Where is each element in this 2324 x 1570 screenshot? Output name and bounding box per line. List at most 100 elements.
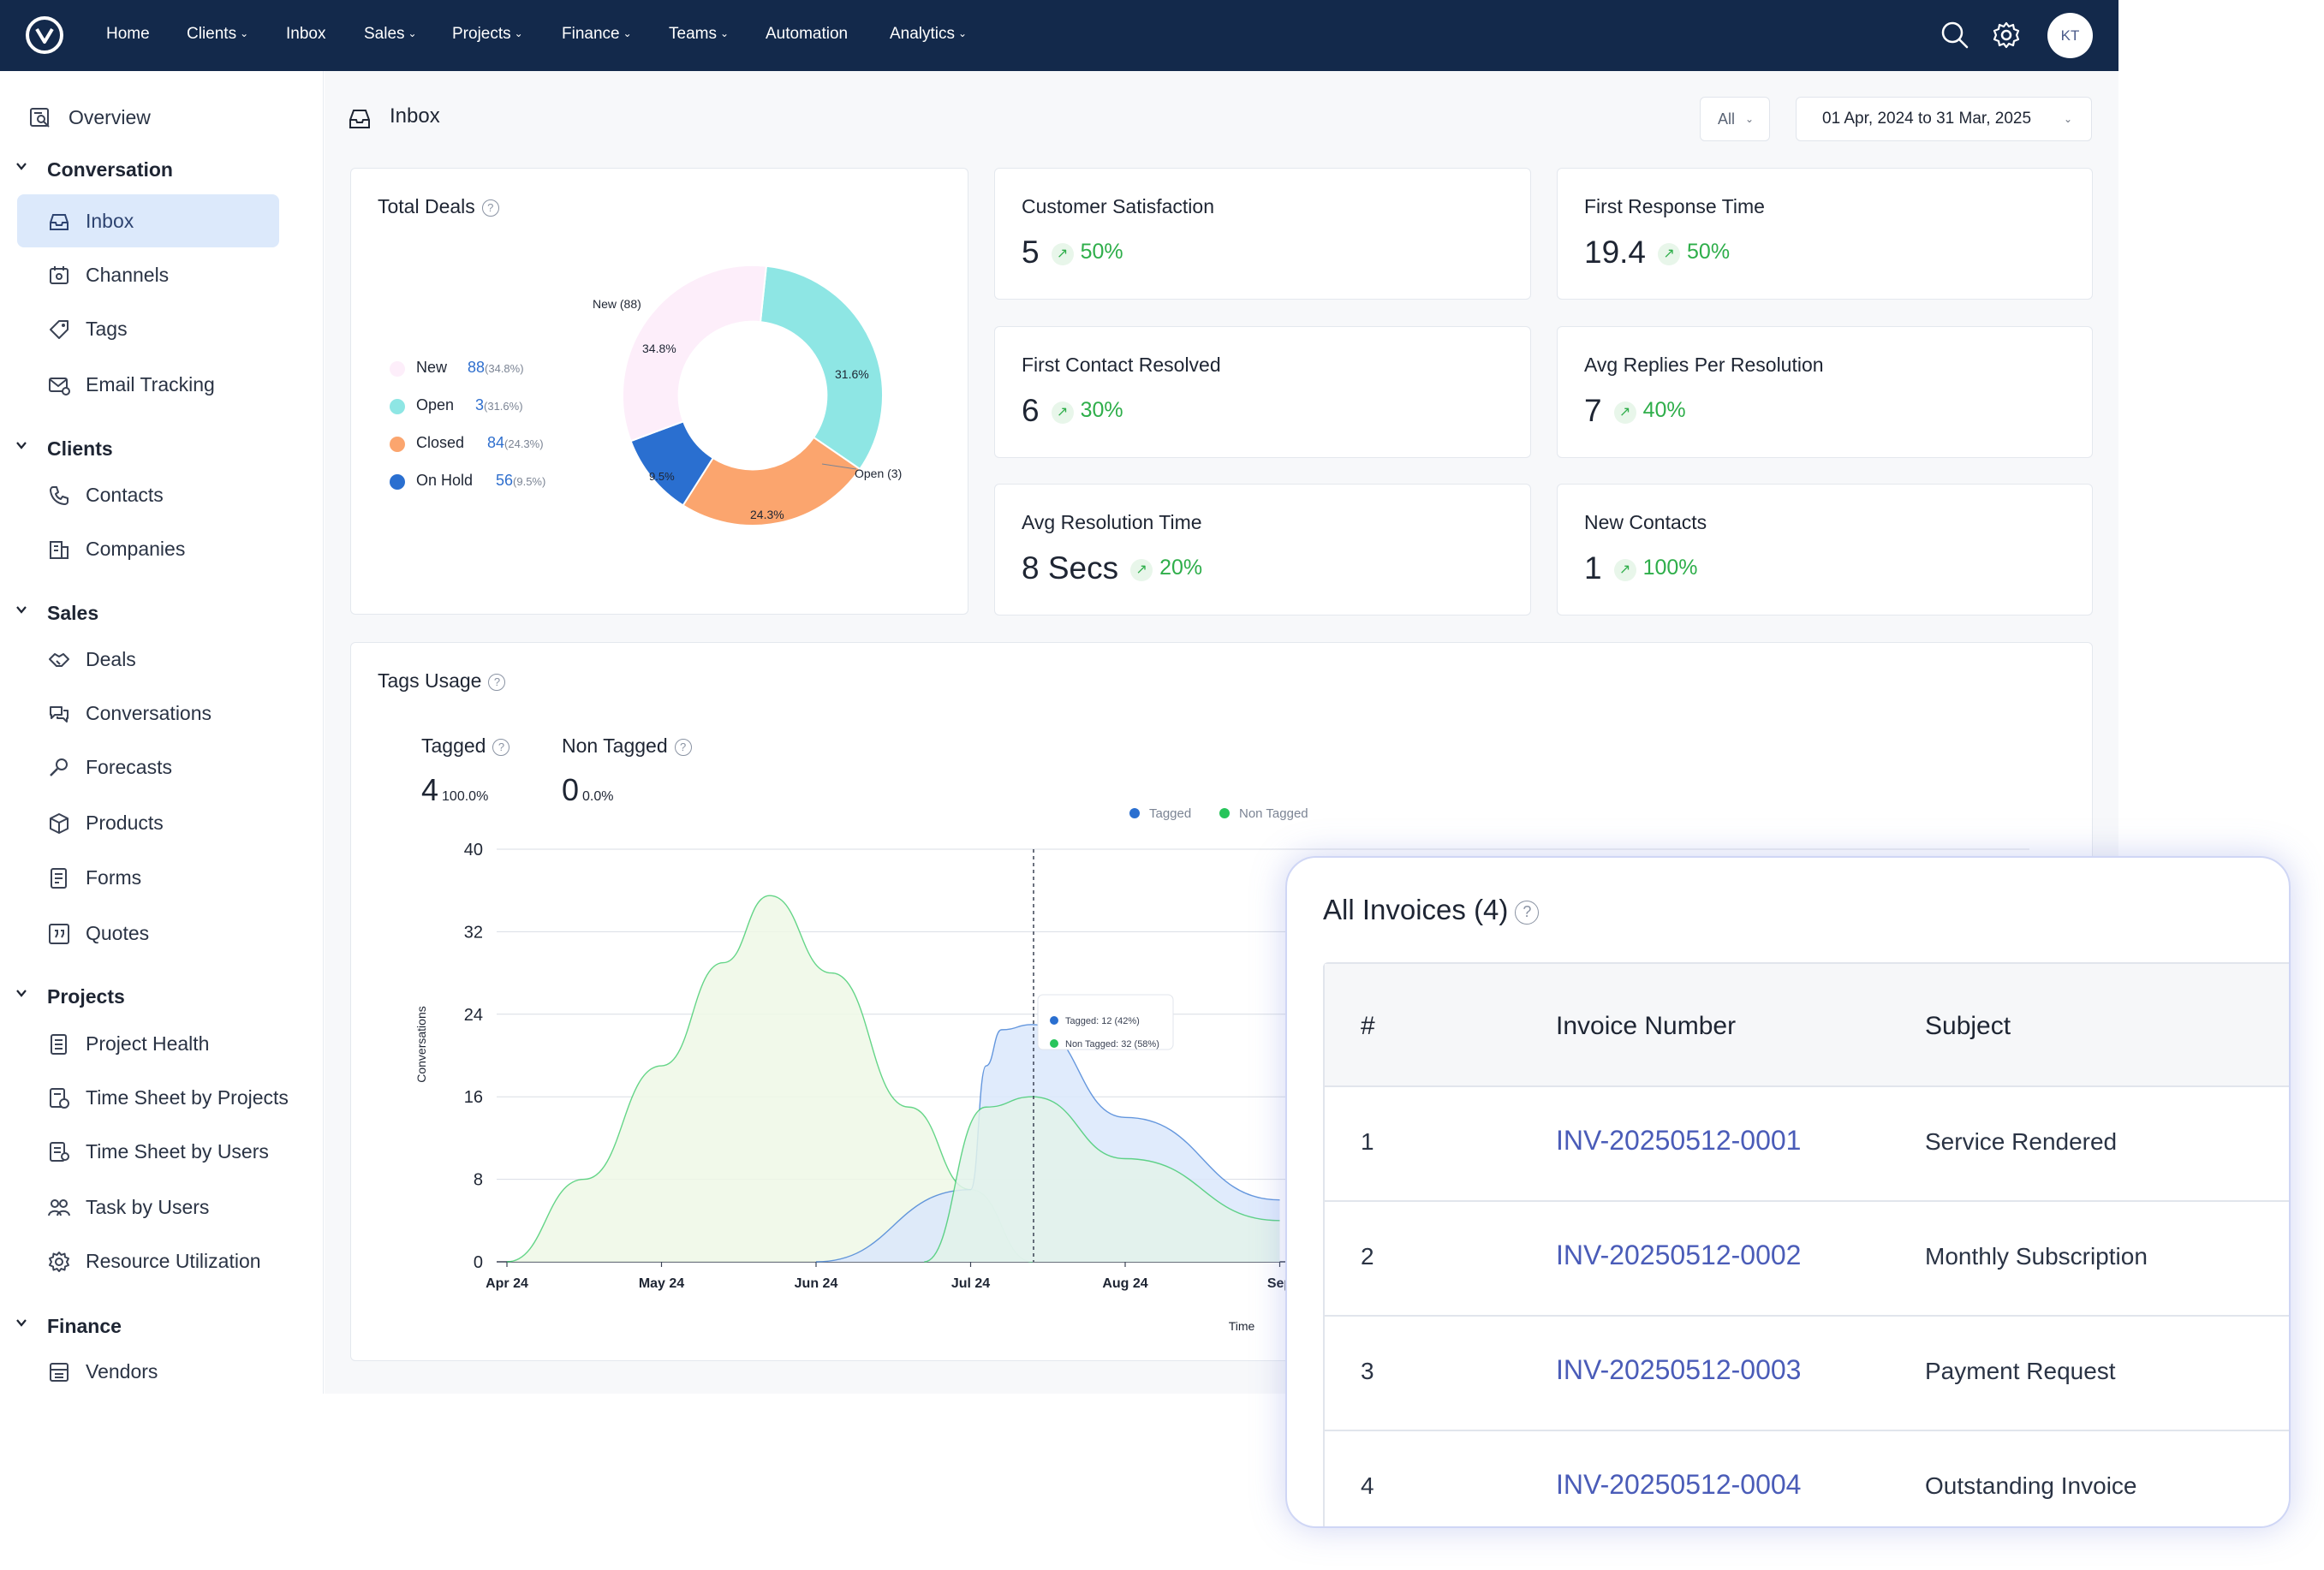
total-deals-title-text: Total Deals bbox=[378, 195, 475, 217]
tags-usage-area-chart: Tagged Non Tagged 0 8 16 24 32 40 Apr 24 May 24… bbox=[414, 806, 2029, 1333]
nav-finance[interactable]: Finance ⌄ bbox=[562, 25, 632, 44]
nav-teams[interactable]: Teams ⌄ bbox=[669, 25, 729, 44]
column-header-invoice-number[interactable]: Invoice Number bbox=[1556, 1012, 1737, 1040]
project-health-icon bbox=[51, 1034, 67, 1055]
sidebar-group-sales[interactable]: Sales bbox=[0, 592, 324, 634]
sidebar-item-task-by-users[interactable]: Task by Users bbox=[0, 1180, 324, 1232]
sidebar bbox=[0, 71, 324, 1394]
sidebar-item-time-sheet-users[interactable]: Time Sheet by Users bbox=[0, 1125, 324, 1176]
sidebar-item-companies[interactable]: Companies bbox=[0, 522, 324, 574]
column-header-number[interactable]: # bbox=[1361, 1012, 1375, 1040]
legend-dot bbox=[390, 437, 405, 452]
chart-tooltip: Tagged: 12 (42%) Non Tagged: 32 (58%) bbox=[1037, 994, 1174, 1050]
nav-sales[interactable]: Sales ⌄ bbox=[364, 25, 417, 44]
trend-up-icon: ↗ bbox=[1051, 243, 1074, 265]
invoice-link[interactable]: INV-20250512-0004 bbox=[1556, 1469, 1802, 1500]
table-row[interactable]: 2 INV-20250512-0002 Monthly Subscription bbox=[1325, 1202, 2289, 1317]
column-header-subject[interactable]: Subject bbox=[1925, 1012, 2011, 1040]
x-tick-label: Aug 24 bbox=[1102, 1276, 1147, 1291]
filter-select[interactable]: All ⌄ bbox=[1700, 97, 1770, 141]
sidebar-item-quotes[interactable]: Quotes bbox=[0, 907, 324, 958]
help-icon[interactable]: ? bbox=[488, 674, 506, 691]
donut-slice-closed[interactable] bbox=[682, 436, 861, 526]
sidebar-group-label: Projects bbox=[47, 985, 125, 1008]
donut-slice-new[interactable] bbox=[622, 265, 767, 443]
legend-dot bbox=[390, 474, 405, 490]
sidebar-group-label: Sales bbox=[47, 602, 99, 624]
legend-count: 88 bbox=[468, 359, 486, 376]
sidebar-item-resource-utilization[interactable]: Resource Utilization bbox=[0, 1234, 324, 1286]
tagged-label: Tagged bbox=[421, 734, 486, 757]
x-tick-label: Jul 24 bbox=[951, 1276, 990, 1291]
sidebar-item-channels[interactable]: Channels bbox=[0, 248, 324, 300]
y-tick-label: 40 bbox=[464, 841, 483, 859]
legend-value: 88(34.8%) bbox=[468, 359, 524, 377]
invoice-link[interactable]: INV-20250512-0002 bbox=[1556, 1240, 1802, 1270]
donut-slice-open[interactable] bbox=[759, 265, 884, 471]
nav-analytics[interactable]: Analytics ⌄ bbox=[890, 25, 967, 44]
nav-automation[interactable]: Automation bbox=[766, 25, 848, 44]
sidebar-item-inbox[interactable]: Inbox bbox=[17, 194, 279, 247]
sidebar-item-conversations[interactable]: Conversations bbox=[0, 687, 324, 738]
legend-name: Open bbox=[416, 396, 455, 413]
help-icon[interactable]: ? bbox=[674, 739, 692, 756]
legend-value: 56(9.5%) bbox=[496, 472, 545, 490]
sidebar-item-vendors[interactable]: Vendors bbox=[0, 1345, 324, 1396]
metric-value: 7 ↗ 40% bbox=[1584, 393, 1686, 429]
sidebar-item-deals[interactable]: Deals bbox=[0, 633, 324, 684]
sidebar-item-tags[interactable]: Tags bbox=[0, 302, 324, 354]
gear-icon[interactable] bbox=[1992, 21, 2021, 54]
sidebar-item-label: Overview bbox=[69, 106, 151, 128]
invoice-link[interactable]: INV-20250512-0003 bbox=[1556, 1354, 1802, 1385]
metric-change: 20% bbox=[1159, 556, 1203, 580]
sidebar-item-overview[interactable]: Overview bbox=[0, 91, 324, 142]
sidebar-item-time-sheet-projects[interactable]: Time Sheet by Projects bbox=[0, 1071, 324, 1122]
sidebar-item-email-tracking[interactable]: Email Tracking bbox=[0, 358, 324, 409]
nav-clients[interactable]: Clients ⌄ bbox=[187, 25, 248, 44]
help-icon[interactable]: ? bbox=[492, 739, 510, 756]
invoice-subject: Payment Request bbox=[1925, 1358, 2116, 1384]
conversations-icon bbox=[50, 706, 69, 723]
table-row[interactable]: 3 INV-20250512-0003 Payment Request bbox=[1325, 1317, 2289, 1431]
invoice-subject: Service Rendered bbox=[1925, 1128, 2118, 1155]
sidebar-group-projects[interactable]: Projects bbox=[0, 975, 324, 1018]
sidebar-group-clients[interactable]: Clients bbox=[0, 427, 324, 470]
tag-icon bbox=[50, 320, 69, 339]
tagged-count: 4 bbox=[421, 772, 439, 807]
sidebar-item-contacts[interactable]: Contacts bbox=[0, 468, 324, 520]
table-row[interactable]: 4 INV-20250512-0004 Outstanding Invoice bbox=[1325, 1431, 2289, 1526]
metric-title: First Response Time bbox=[1584, 195, 1765, 217]
tooltip-dot-non-tagged bbox=[1050, 1039, 1058, 1048]
quote-icon bbox=[49, 924, 69, 944]
sidebar-item-forms[interactable]: Forms bbox=[0, 851, 324, 902]
help-icon[interactable]: ? bbox=[1515, 901, 1540, 925]
app-logo[interactable] bbox=[26, 16, 63, 54]
user-avatar[interactable]: KT bbox=[2047, 13, 2093, 58]
search-icon[interactable] bbox=[1940, 21, 1969, 54]
sidebar-item-label: Forecasts bbox=[86, 756, 172, 778]
handshake-icon bbox=[49, 653, 69, 667]
invoice-link[interactable]: INV-20250512-0001 bbox=[1556, 1125, 1802, 1156]
invoice-subject: Outstanding Invoice bbox=[1925, 1472, 2137, 1499]
sidebar-item-forecasts[interactable]: Forecasts bbox=[0, 740, 324, 792]
help-icon[interactable]: ? bbox=[481, 199, 499, 217]
sidebar-item-products[interactable]: Products bbox=[0, 796, 324, 847]
non-tagged-stat: Non Tagged? 0 0.0% bbox=[562, 734, 692, 807]
sidebar-group-finance[interactable]: Finance bbox=[0, 1305, 324, 1347]
row-index: 4 bbox=[1361, 1472, 1374, 1499]
area-line-non-tagged bbox=[506, 895, 1033, 1263]
nav-home[interactable]: Home bbox=[106, 25, 150, 44]
sidebar-group-conversation[interactable]: Conversation bbox=[0, 148, 324, 191]
metric-number: 1 bbox=[1584, 550, 1602, 586]
nav-inbox[interactable]: Inbox bbox=[286, 25, 325, 44]
metric-title: New Contacts bbox=[1584, 511, 1707, 533]
metric-number: 8 Secs bbox=[1022, 550, 1119, 586]
channels-icon bbox=[50, 266, 69, 284]
sidebar-item-project-health[interactable]: Project Health bbox=[0, 1017, 324, 1068]
table-row[interactable]: 1 INV-20250512-0001 Service Rendered bbox=[1325, 1087, 2289, 1202]
nav-projects[interactable]: Projects ⌄ bbox=[452, 25, 523, 44]
chart-legend: Tagged Non Tagged bbox=[1129, 806, 1308, 821]
legend-count: 84 bbox=[487, 434, 505, 451]
date-range-picker[interactable]: 01 Apr, 2024 to 31 Mar, 2025 ⌄ bbox=[1796, 97, 2092, 141]
tooltip-box bbox=[1037, 994, 1174, 1050]
